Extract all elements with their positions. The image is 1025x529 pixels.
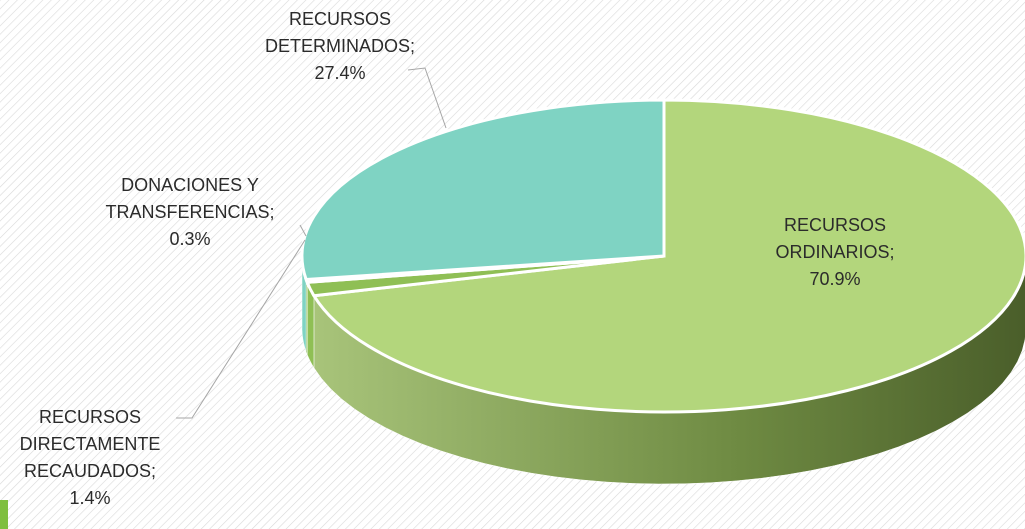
label-value: 0.3% [169, 229, 211, 249]
label-separator: ; [410, 36, 416, 56]
data-label: RECURSOS DIRECTAMENTE RECAUDADOS; 1.4% [0, 404, 180, 512]
data-label: RECURSOS ORDINARIOS; 70.9% [770, 212, 900, 293]
label-category: RECURSOS DIRECTAMENTE RECAUDADOS [19, 407, 161, 481]
data-label: DONACIONES Y TRANSFERENCIAS; 0.3% [70, 172, 310, 253]
label-category: RECURSOS DETERMINADOS [264, 9, 410, 56]
leader-lines [176, 67, 447, 419]
data-label: RECURSOS DETERMINADOS; 27.4% [225, 6, 455, 87]
label-separator: ; [269, 202, 275, 222]
label-value: 70.9% [809, 269, 861, 289]
pie [300, 98, 1025, 485]
label-separator: ; [151, 461, 157, 481]
leader-line [299, 224, 307, 237]
accent-bar [0, 500, 8, 529]
leader-line [407, 67, 447, 129]
label-separator: ; [889, 242, 895, 262]
label-category: RECURSOS ORDINARIOS [775, 215, 890, 262]
label-category: DONACIONES Y TRANSFERENCIAS [105, 175, 270, 222]
label-value: 27.4% [314, 63, 366, 83]
leader-line [176, 239, 306, 419]
label-value: 1.4% [69, 488, 111, 508]
slice [311, 98, 1025, 414]
